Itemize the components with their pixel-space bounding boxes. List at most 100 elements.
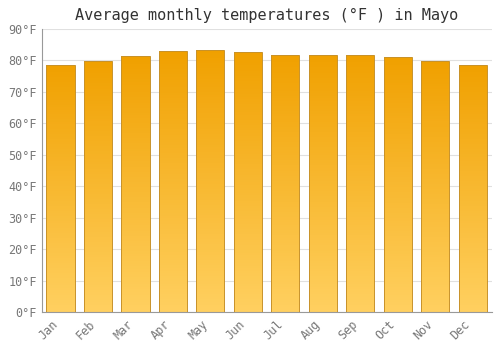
Bar (234, 73, 262, 76)
Bar (309, 302, 337, 305)
Bar (46, 243, 74, 246)
Bar (459, 209, 487, 211)
Bar (234, 141, 262, 144)
Bar (384, 210, 412, 213)
Bar (422, 305, 450, 307)
Bar (384, 77, 412, 80)
Bar (46, 189, 74, 191)
Bar (46, 169, 74, 171)
Bar (159, 244, 187, 247)
Bar (459, 283, 487, 285)
Bar (46, 152, 74, 154)
Bar (159, 140, 187, 142)
Bar (84, 295, 112, 298)
Bar (159, 108, 187, 111)
Bar (234, 128, 262, 131)
Bar (159, 208, 187, 210)
Bar (346, 248, 374, 251)
Bar (422, 295, 450, 298)
Bar (159, 176, 187, 179)
Bar (46, 132, 74, 134)
Bar (384, 195, 412, 197)
Bar (459, 271, 487, 273)
Bar (84, 237, 112, 239)
Bar (159, 221, 187, 224)
Bar (46, 107, 74, 110)
Bar (46, 137, 74, 139)
Bar (196, 210, 224, 213)
Bar (46, 161, 74, 164)
Bar (384, 149, 412, 152)
Bar (422, 89, 450, 91)
Bar (159, 192, 187, 195)
Bar (459, 186, 487, 189)
Bar (272, 300, 299, 302)
Bar (84, 167, 112, 169)
Bar (459, 87, 487, 90)
Bar (422, 167, 450, 169)
Bar (46, 174, 74, 176)
Bar (234, 135, 262, 138)
Bar (196, 252, 224, 255)
Bar (84, 192, 112, 194)
Bar (196, 53, 224, 55)
Bar (422, 215, 450, 217)
Bar (159, 250, 187, 252)
Bar (196, 205, 224, 208)
Bar (46, 295, 74, 298)
Bar (234, 206, 262, 209)
Bar (159, 294, 187, 297)
Bar (459, 226, 487, 228)
Bar (196, 58, 224, 61)
Bar (196, 150, 224, 153)
Bar (122, 279, 150, 282)
Bar (122, 284, 150, 287)
Bar (459, 147, 487, 149)
Bar (234, 149, 262, 151)
Bar (346, 111, 374, 114)
Bar (346, 70, 374, 72)
Bar (309, 269, 337, 271)
Bar (196, 50, 224, 53)
Bar (84, 172, 112, 174)
Bar (196, 168, 224, 171)
Bar (159, 239, 187, 242)
Bar (272, 166, 299, 168)
Bar (234, 227, 262, 229)
Bar (346, 256, 374, 258)
Bar (46, 216, 74, 218)
Bar (84, 262, 112, 265)
Bar (459, 218, 487, 221)
Bar (122, 159, 150, 161)
Bar (122, 177, 150, 179)
Bar (196, 215, 224, 218)
Bar (196, 55, 224, 58)
Bar (159, 297, 187, 299)
Bar (159, 77, 187, 79)
Bar (196, 197, 224, 200)
Bar (346, 245, 374, 248)
Bar (159, 88, 187, 90)
Bar (422, 290, 450, 292)
Bar (422, 172, 450, 174)
Bar (196, 132, 224, 134)
Bar (309, 127, 337, 130)
Bar (46, 248, 74, 251)
Bar (459, 256, 487, 258)
Bar (196, 250, 224, 252)
Bar (196, 176, 224, 179)
Bar (459, 189, 487, 191)
Bar (196, 166, 224, 168)
Bar (384, 246, 412, 248)
Bar (234, 222, 262, 224)
Bar (159, 216, 187, 218)
Bar (46, 236, 74, 238)
Bar (196, 247, 224, 250)
Bar (309, 111, 337, 114)
Bar (84, 78, 112, 81)
Bar (272, 70, 299, 72)
Bar (309, 137, 337, 140)
Bar (384, 264, 412, 266)
Bar (309, 279, 337, 281)
Bar (159, 145, 187, 148)
